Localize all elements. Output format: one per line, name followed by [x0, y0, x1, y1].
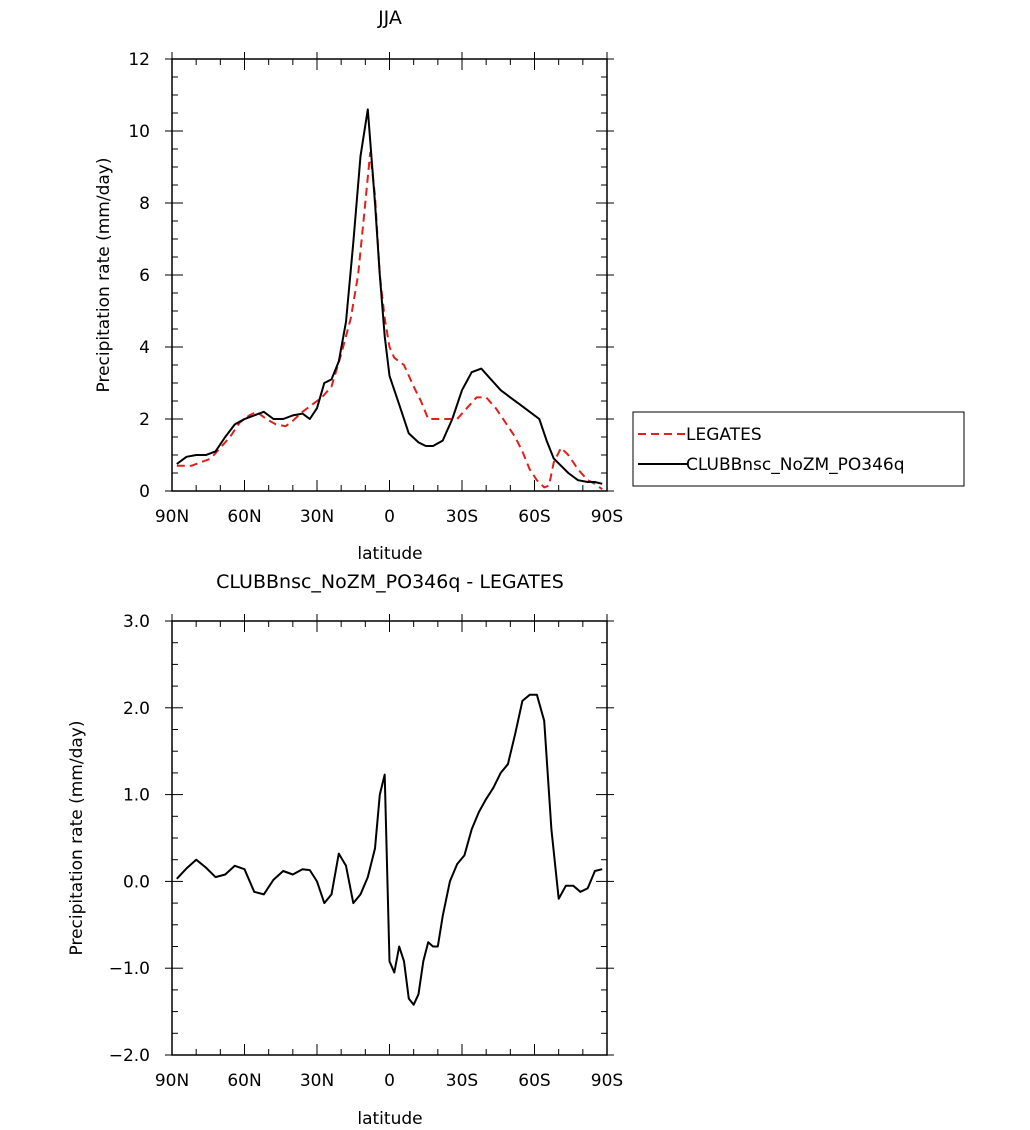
bottom-panel-title: CLUBBnsc_NoZM_PO346q - LEGATES [216, 571, 564, 593]
x-tick-label: 90S [591, 1071, 623, 1091]
top-panel: JJA 90N 60N 30N 0 30S 60S 90S 0 2 4 6 8 10 12 latitud… [94, 7, 623, 564]
y-tick-label: 6 [139, 266, 150, 286]
x-tick-label: 0 [384, 1071, 395, 1091]
y-tick-label: 0.0 [123, 872, 150, 892]
x-tick-label: 90S [591, 507, 623, 527]
x-tick-label: 30S [446, 1071, 478, 1091]
y-tick-label: 2.0 [123, 699, 150, 719]
top-panel-title: JJA [377, 7, 402, 29]
bottom-panel-axes: 90N 60N 30N 0 30S 60S 90S −2.0 −1.0 0.0 1.0 2.0 3.0 [109, 612, 624, 1091]
legates-series-line [176, 151, 603, 491]
y-tick-label: −1.0 [109, 959, 150, 979]
x-tick-label: 30N [300, 507, 334, 527]
bottom-panel-x-axis-label: latitude [357, 1109, 422, 1129]
x-tick-label: 60S [518, 1071, 550, 1091]
x-tick-label: 60N [227, 1071, 261, 1091]
x-tick-label: 60S [518, 507, 550, 527]
top-panel-series [176, 108, 603, 491]
legend: LEGATES CLUBBnsc_NoZM_PO346q [632, 411, 965, 487]
y-tick-label: 8 [139, 194, 150, 214]
difference-series-line [176, 693, 603, 1006]
y-tick-label: 3.0 [123, 612, 150, 632]
bottom-panel-y-axis-label: Precipitation rate (mm/day) [67, 721, 87, 956]
x-tick-label: 30S [446, 507, 478, 527]
x-tick-label: 30N [300, 1071, 334, 1091]
top-panel-x-axis-label: latitude [357, 544, 422, 564]
x-tick-label: 90N [155, 1071, 189, 1091]
y-tick-label: 1.0 [123, 786, 150, 806]
x-tick-label: 90N [155, 507, 189, 527]
top-panel-y-axis-label: Precipitation rate (mm/day) [94, 158, 114, 393]
y-tick-label: 2 [139, 410, 150, 430]
legend-label-legates: LEGATES [686, 425, 762, 445]
x-tick-label: 0 [384, 507, 395, 527]
top-panel-axes: 90N 60N 30N 0 30S 60S 90S 0 2 4 6 8 10 12 [128, 50, 623, 527]
bottom-panel: CLUBBnsc_NoZM_PO346q - LEGATES 90N 60N 30N… [67, 571, 623, 1129]
bottom-panel-series [176, 693, 603, 1006]
legend-label-clubb: CLUBBnsc_NoZM_PO346q [686, 455, 905, 475]
clubbnsc_nozm_po346q-series-line [176, 108, 603, 485]
y-tick-label: 10 [128, 122, 150, 142]
y-tick-label: −2.0 [109, 1046, 150, 1066]
plot-frame [171, 620, 608, 1056]
y-tick-label: 4 [139, 338, 150, 358]
legend-box [632, 411, 965, 487]
y-tick-label: 12 [128, 50, 150, 70]
y-tick-label: 0 [139, 482, 150, 502]
x-tick-label: 60N [227, 507, 261, 527]
